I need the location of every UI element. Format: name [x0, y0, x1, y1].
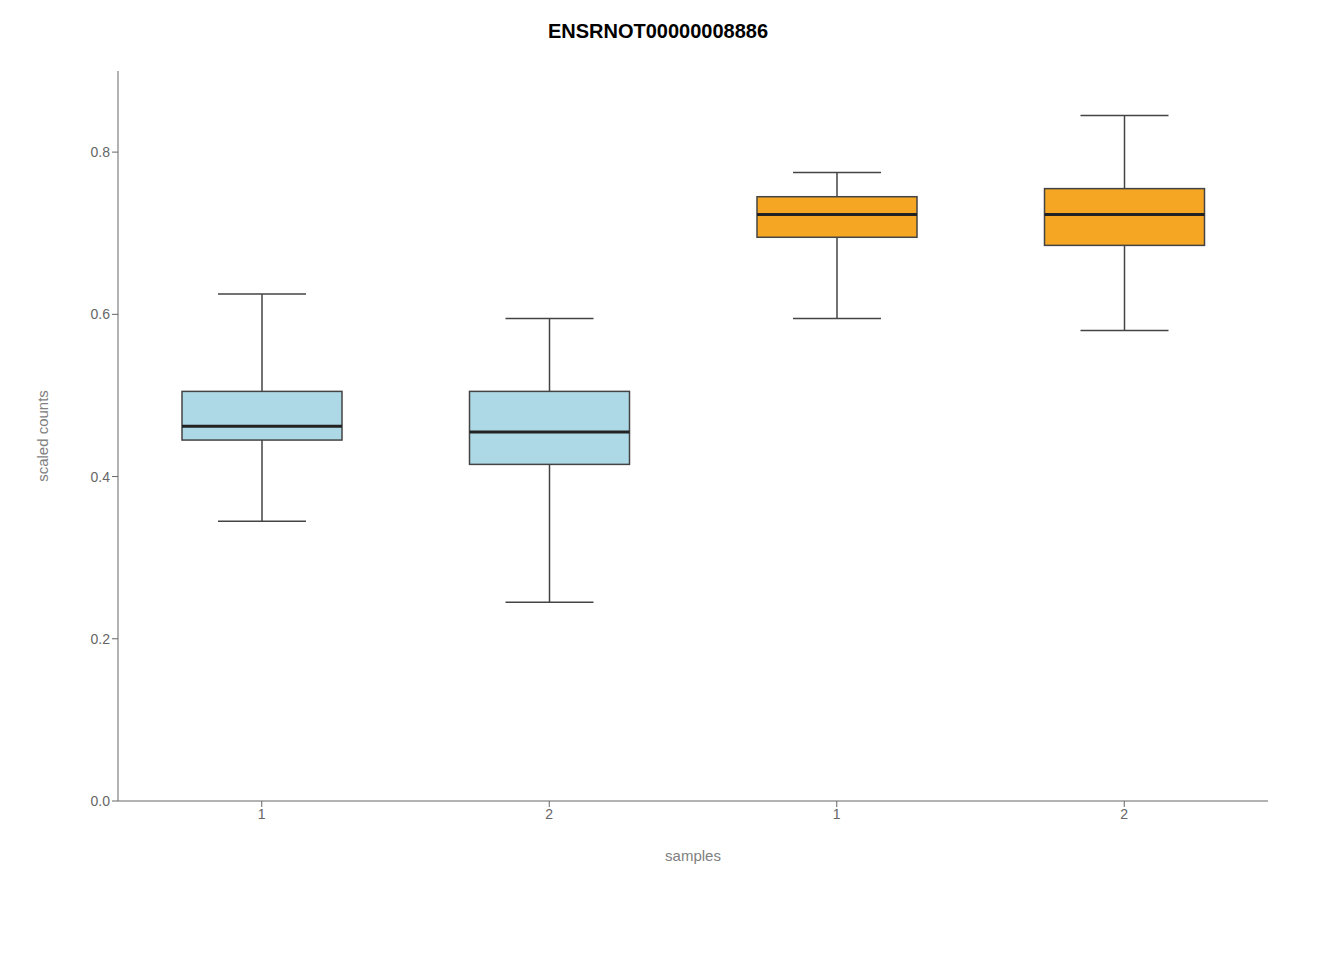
svg-text:0.6: 0.6 [91, 306, 111, 322]
svg-text:0.2: 0.2 [91, 631, 111, 647]
svg-text:0.8: 0.8 [91, 144, 111, 160]
svg-text:1: 1 [833, 806, 841, 822]
html-text:ENSRNOT00000008886: ENSRNOT00000008886 [547, 20, 769, 42]
svg-text:0.4: 0.4 [91, 469, 111, 485]
svg-text:scaled counts: scaled counts [34, 390, 51, 482]
svg-text:samples: samples [665, 847, 721, 864]
svg-text:2: 2 [1120, 806, 1128, 822]
svg-text:1: 1 [258, 806, 266, 822]
svg-text:2: 2 [545, 806, 553, 822]
svg-text:0.0: 0.0 [91, 793, 111, 809]
